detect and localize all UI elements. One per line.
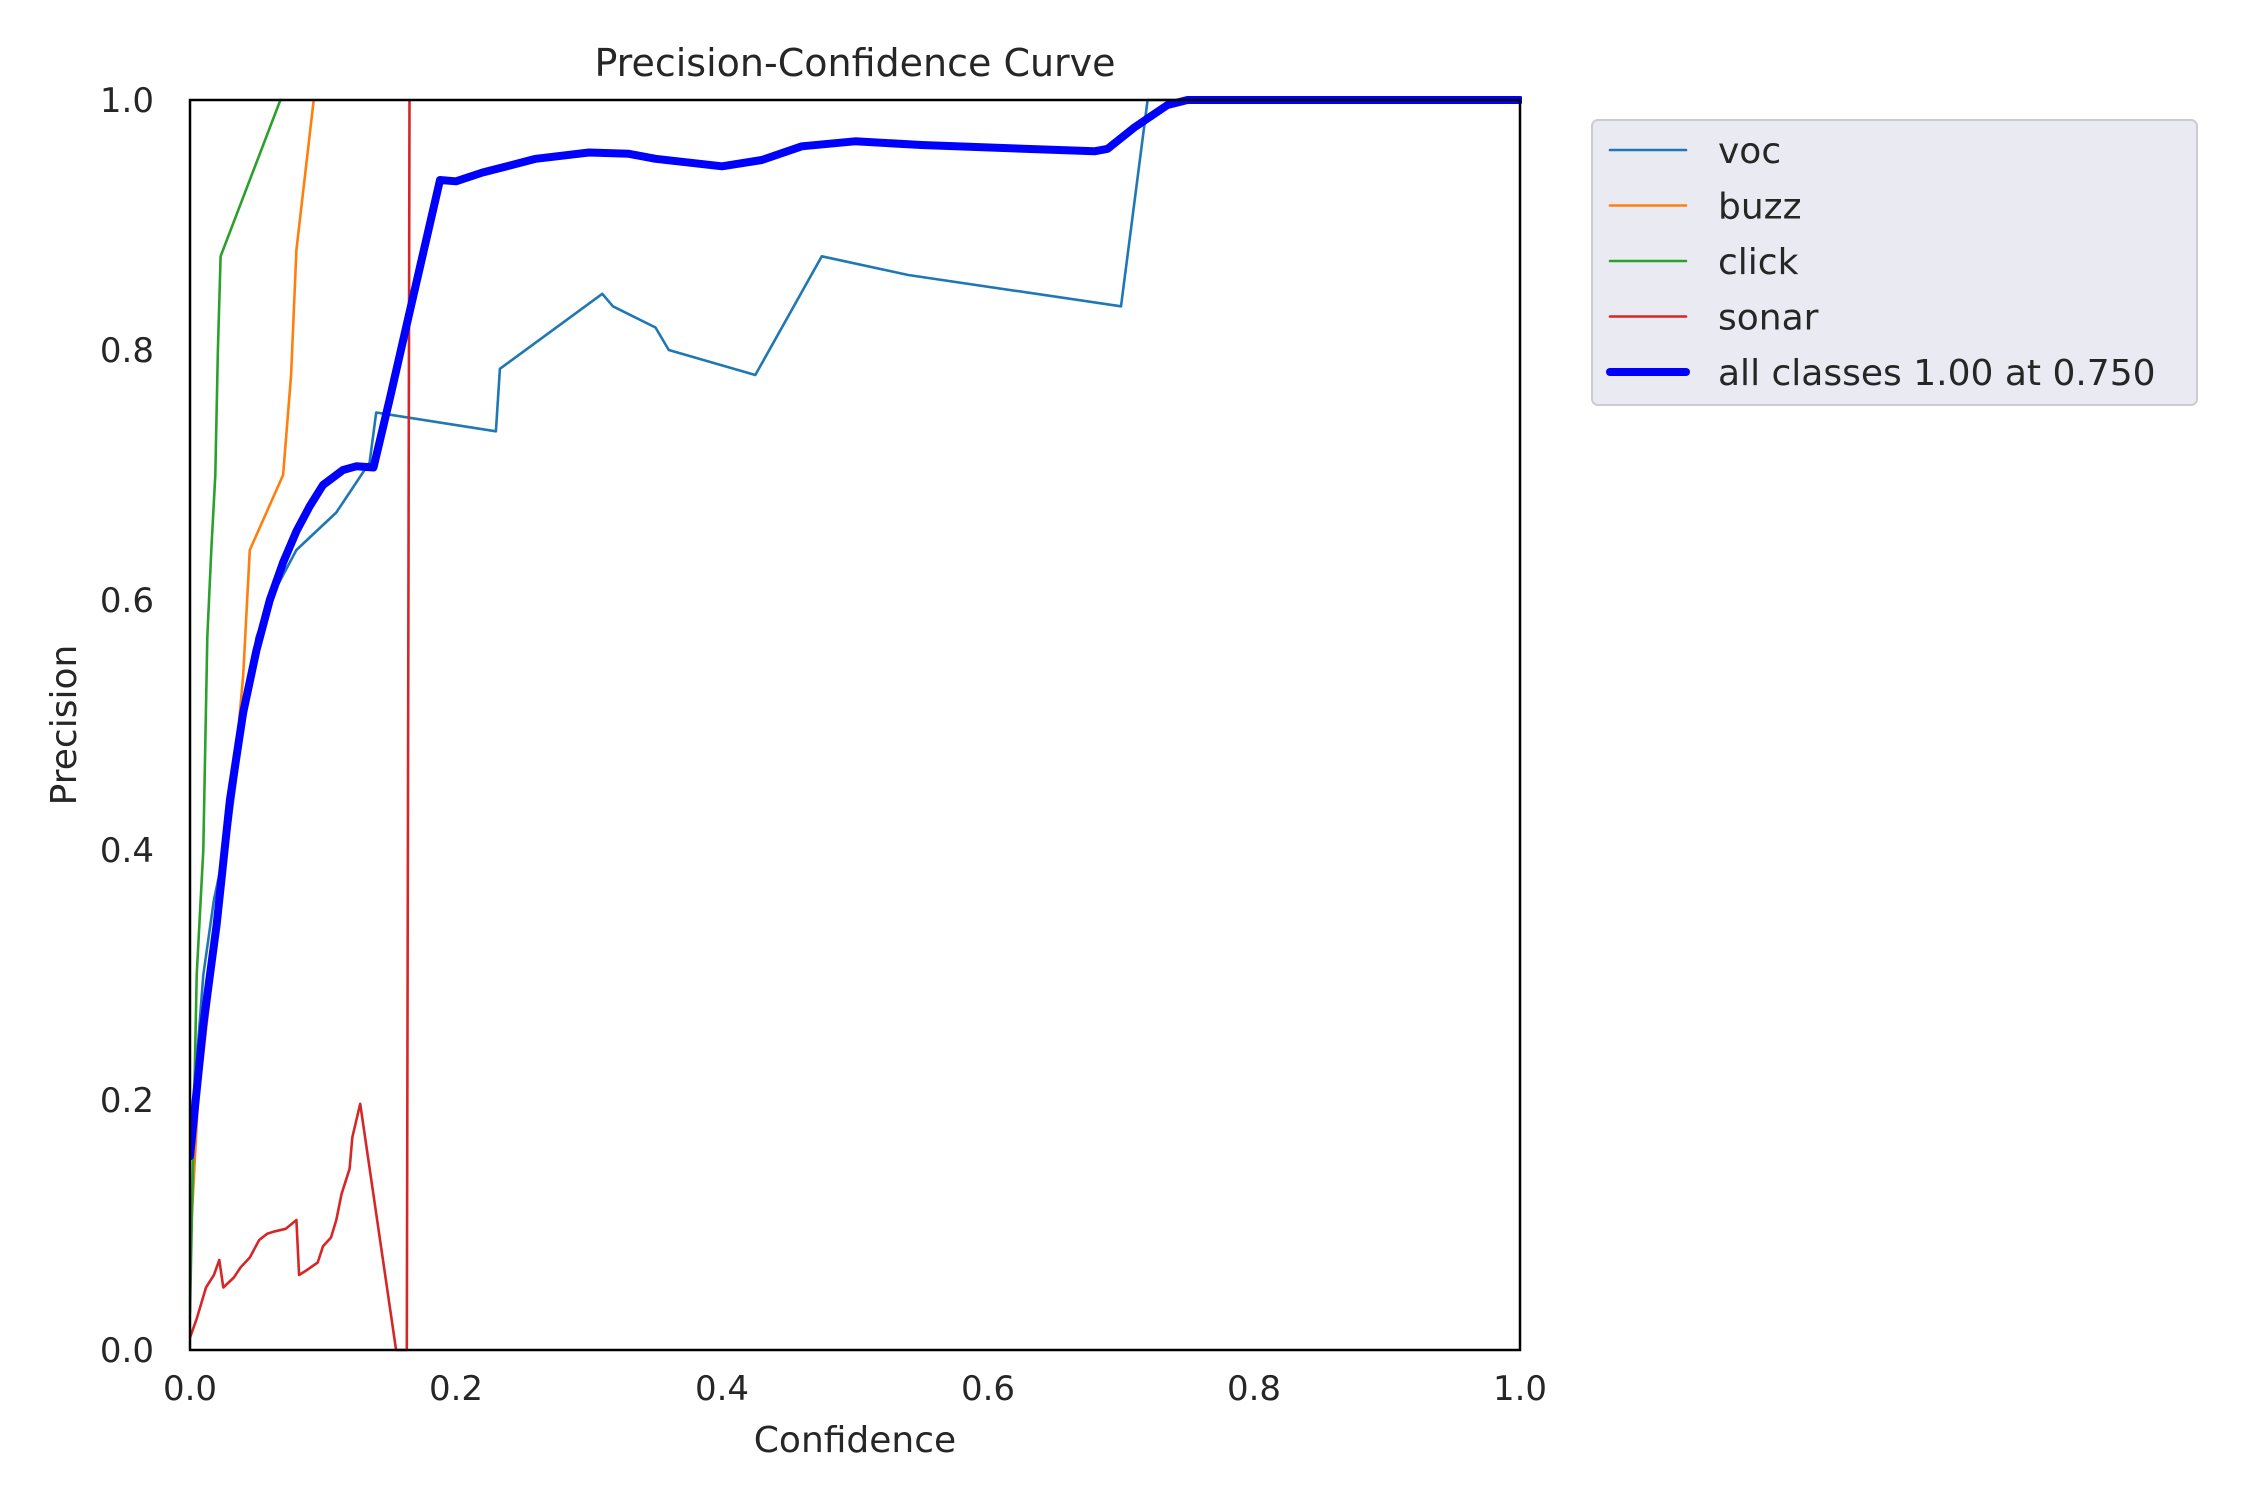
legend-box <box>1591 119 2198 406</box>
legend-entries: voc buzz click sonar all classes 1.00 at 0.7… <box>1606 131 2156 394</box>
y-tick-label: 0.2 <box>100 1081 154 1121</box>
x-tick-label: 0.0 <box>163 1369 217 1409</box>
legend-label: voc <box>1718 131 1781 172</box>
legend-label: click <box>1718 242 1799 283</box>
y-tick-label: 1.0 <box>100 81 154 121</box>
plot-frame <box>188 98 1522 1352</box>
series-layer <box>190 96 1522 1352</box>
chart-title: Precision-Confidence Curve <box>594 41 1115 85</box>
x-tick-label: 0.4 <box>695 1369 749 1409</box>
x-tick-label: 0.2 <box>429 1369 483 1409</box>
legend: voc buzz click sonar all classes 1.00 at 0.7… <box>1591 119 2198 406</box>
series-line-all-all <box>190 96 1522 1161</box>
x-ticks: 0.0 0.2 0.4 0.6 0.8 1.0 <box>163 1369 1547 1409</box>
y-axis-label: Precision <box>44 645 85 806</box>
y-tick-label: 0.6 <box>100 581 154 621</box>
y-tick-label: 0.0 <box>100 1331 154 1371</box>
series-line-sonar <box>190 98 411 1352</box>
y-ticks: 0.0 0.2 0.4 0.6 0.8 1.0 <box>100 81 154 1371</box>
series-line-click <box>190 98 282 1314</box>
x-tick-label: 0.8 <box>1227 1369 1281 1409</box>
y-tick-label: 0.8 <box>100 331 154 371</box>
x-axis-label: Confidence <box>754 1420 956 1461</box>
legend-label: all classes 1.00 at 0.750 <box>1718 353 2156 394</box>
y-tick-label: 0.4 <box>100 831 154 871</box>
legend-label: buzz <box>1718 187 1801 228</box>
legend-label: sonar <box>1718 298 1819 339</box>
series-line-voc <box>190 98 1522 1152</box>
x-tick-label: 0.6 <box>961 1369 1015 1409</box>
x-tick-label: 1.0 <box>1493 1369 1547 1409</box>
